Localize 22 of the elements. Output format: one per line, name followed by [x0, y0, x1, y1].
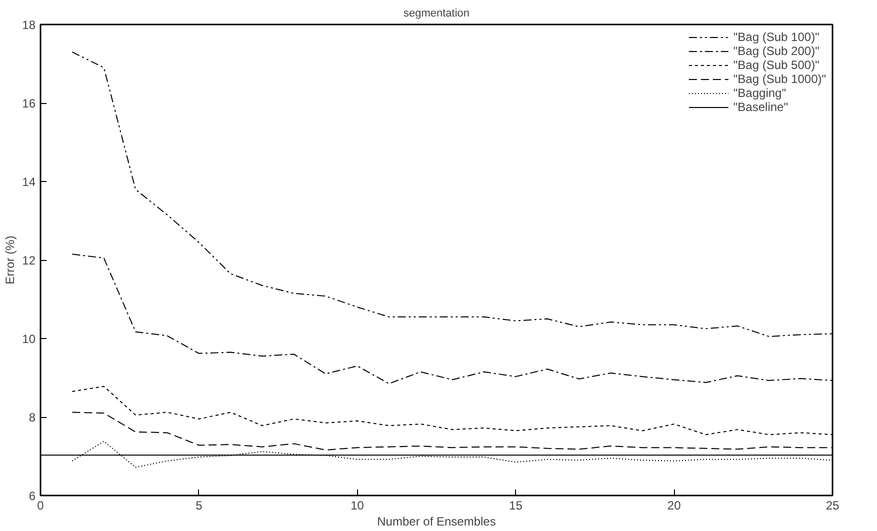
x-axis-title: Number of Ensembles — [377, 514, 496, 528]
x-tick-label: 5 — [196, 498, 203, 512]
legend-label: "Bag (Sub 1000)" — [733, 72, 826, 86]
legend-label: "Baseline" — [733, 100, 788, 114]
x-tick-label: 15 — [509, 498, 523, 512]
chart-title: segmentation — [403, 8, 470, 20]
x-tick-label: 20 — [667, 498, 682, 512]
legend-label: "Bagging" — [733, 86, 786, 100]
x-tick-label: 10 — [350, 498, 364, 512]
y-tick-label: 12 — [22, 254, 36, 268]
legend-label: "Bag (Sub 500)" — [733, 58, 820, 72]
y-tick-label: 16 — [22, 96, 36, 110]
legend-label: "Bag (Sub 100)" — [733, 30, 820, 44]
y-tick-label: 8 — [28, 410, 36, 424]
y-tick-label: 6 — [28, 489, 36, 503]
x-tick-label: 0 — [37, 498, 44, 512]
y-tick-label: 18 — [22, 18, 36, 32]
legend-label: "Bag (Sub 200)" — [733, 44, 820, 58]
x-tick-label: 25 — [826, 498, 840, 512]
y-axis-title: Error (%) — [3, 236, 18, 284]
y-tick-label: 10 — [22, 332, 36, 346]
y-tick-label: 14 — [22, 175, 36, 189]
